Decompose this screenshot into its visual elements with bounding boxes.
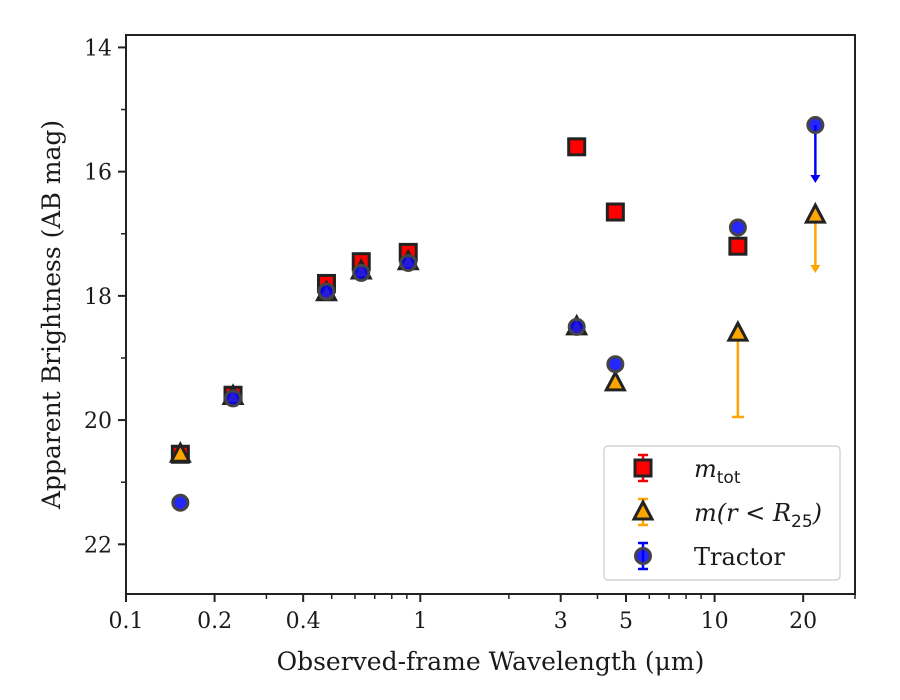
- x-tick-label: 0.4: [286, 609, 321, 634]
- data-point-circle: [317, 282, 336, 301]
- series-circle: [171, 116, 825, 512]
- x-tick-label: 1: [413, 609, 427, 634]
- y-tick-label: 18: [84, 285, 112, 310]
- data-point-circle: [171, 493, 190, 512]
- legend-label: m(r < R25): [694, 499, 822, 532]
- legend: mtot m(r < R25) Tractor: [603, 445, 841, 581]
- y-tick-label: 16: [84, 161, 112, 186]
- data-point-triangle: [726, 319, 750, 342]
- data-point-square: [605, 202, 625, 222]
- data-point-square: [567, 137, 587, 157]
- upper-limit-arrow: [810, 265, 821, 274]
- y-tick-label: 20: [84, 409, 112, 434]
- data-point-circle: [567, 317, 586, 336]
- axis-ticks: 0.1 0.2 0.4 1 3 5 10 20 14 16 18 20 22: [84, 36, 856, 634]
- series-square: [170, 137, 748, 464]
- plot-marks: [168, 116, 827, 512]
- upper-limit-arrow: [810, 174, 821, 183]
- data-point-triangle: [168, 441, 192, 463]
- legend-marker-square: [633, 458, 653, 478]
- data-point-circle: [806, 116, 825, 135]
- legend-label: mtot: [694, 455, 741, 488]
- data-point-circle: [399, 253, 418, 272]
- x-tick-label: 3: [554, 609, 568, 634]
- data-point-circle: [224, 389, 243, 408]
- y-tick-label: 14: [84, 36, 112, 61]
- data-point-triangle: [603, 369, 627, 392]
- legend-label: Tractor: [694, 543, 785, 571]
- x-tick-label: 0.2: [197, 609, 232, 634]
- x-axis-label: Observed-frame Wavelength (μm): [277, 647, 705, 676]
- data-point-square: [728, 236, 748, 256]
- data-point-circle: [606, 355, 625, 374]
- legend-marker-triangle: [631, 498, 655, 521]
- x-tick-label: 5: [619, 609, 633, 634]
- x-tick-label: 10: [701, 609, 729, 634]
- legend-box: [603, 445, 841, 581]
- plot-frame: [125, 34, 856, 595]
- x-tick-label: 20: [789, 609, 817, 634]
- x-tick-label: 0.1: [109, 609, 144, 634]
- series-triangle: [168, 201, 827, 463]
- legend-marker-circle: [634, 547, 652, 565]
- data-point-circle: [728, 218, 747, 237]
- data-point-circle: [352, 263, 371, 282]
- y-tick-label: 22: [84, 533, 112, 558]
- data-point-triangle: [803, 201, 827, 224]
- y-axis-label: Apparent Brightness (AB mag): [37, 120, 66, 510]
